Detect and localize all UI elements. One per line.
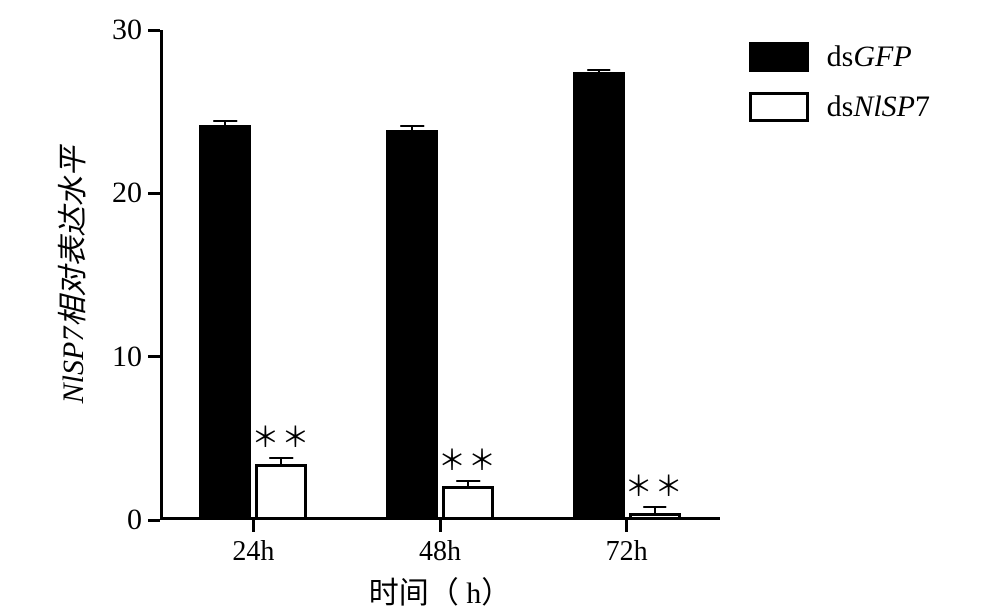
x-axis-title: 时间（ h）: [369, 568, 512, 612]
bar-dsnlsp7: [442, 486, 494, 520]
x-tick: [439, 520, 442, 532]
error-cap: [270, 457, 294, 459]
x-tick-label: 72h: [606, 536, 648, 568]
bar-dsnlsp7: [629, 513, 681, 520]
legend-item-dsnlsp7: dsNlSP7: [749, 90, 930, 124]
y-tick-label: 0: [127, 503, 142, 537]
legend-label: dsNlSP7: [827, 90, 930, 124]
y-tick: [148, 519, 160, 522]
y-tick: [148, 29, 160, 32]
significance-mark: ＊＊: [438, 439, 498, 479]
x-tick: [625, 520, 628, 532]
error-cap: [456, 480, 480, 482]
x-tick-label: 48h: [419, 536, 461, 568]
y-tick: [148, 355, 160, 358]
bar-dsgfp: [386, 130, 438, 520]
significance-mark: ＊＊: [251, 416, 311, 456]
x-tick-label: 24h: [232, 536, 274, 568]
plot-area: NlSP7相对表达水平 时间（ h） 010203024h＊＊48h＊＊72h＊…: [160, 30, 720, 520]
bar-dsgfp: [199, 125, 251, 520]
y-axis-title: NlSP7相对表达水平: [48, 147, 92, 404]
error-cap: [643, 506, 667, 508]
legend-swatch-hollow: [749, 92, 809, 122]
y-axis: [160, 30, 163, 520]
error-cap: [400, 125, 424, 127]
chart-container: NlSP7相对表达水平 时间（ h） 010203024h＊＊48h＊＊72h＊…: [50, 20, 950, 590]
x-tick: [252, 520, 255, 532]
legend-swatch-filled: [749, 42, 809, 72]
y-tick-label: 20: [112, 176, 142, 210]
significance-mark: ＊＊: [625, 465, 685, 505]
legend-label: dsGFP: [827, 40, 912, 74]
legend-item-dsgfp: dsGFP: [749, 40, 930, 74]
y-tick-label: 10: [112, 340, 142, 374]
error-cap: [214, 120, 238, 122]
bar-dsgfp: [573, 72, 625, 520]
bar-dsnlsp7: [255, 464, 307, 520]
y-tick-label: 30: [112, 13, 142, 47]
y-tick: [148, 192, 160, 195]
error-cap: [587, 69, 611, 71]
legend: dsGFP dsNlSP7: [749, 40, 930, 140]
